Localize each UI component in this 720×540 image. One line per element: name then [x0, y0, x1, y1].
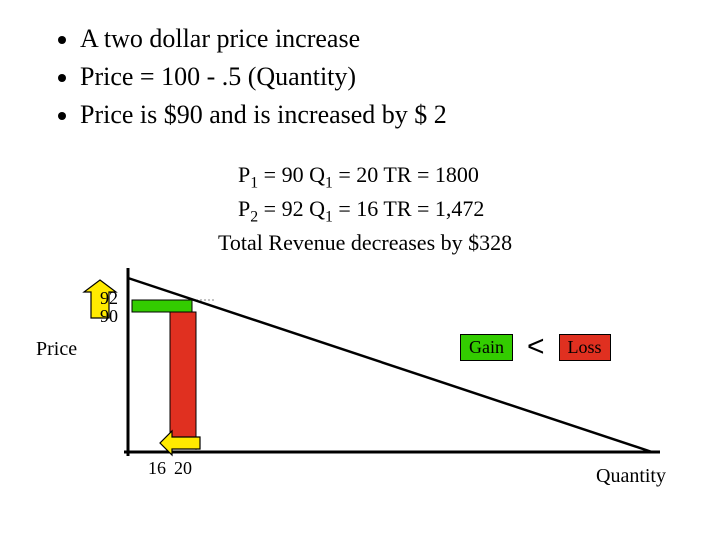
equation-line-1: P1 = 90 Q1 = 20 TR = 1800 — [238, 160, 512, 194]
eq-p1: P — [238, 162, 250, 187]
legend-lt: < — [527, 330, 545, 364]
bullet-list: A two dollar price increase Price = 100 … — [80, 24, 447, 138]
eq-p2: P — [238, 196, 250, 221]
legend-gain: Gain — [460, 334, 513, 361]
eq-tr2: = 16 TR = 1,472 — [333, 196, 485, 221]
eq-p2-sub: 2 — [250, 208, 258, 225]
eq-tr1: = 20 TR = 1800 — [333, 162, 479, 187]
eq-q1-sub: 1 — [325, 174, 333, 191]
bullet-item: Price is $90 and is increased by $ 2 — [80, 100, 447, 130]
legend-loss: Loss — [559, 334, 611, 361]
legend: Gain < Loss — [460, 330, 611, 364]
equation-line-2: P2 = 92 Q1 = 16 TR = 1,472 — [238, 194, 512, 228]
x-axis-label: Quantity — [596, 465, 666, 488]
y-axis-label: Price — [36, 338, 77, 361]
chart-svg — [40, 260, 680, 488]
eq-p1-sub: 1 — [250, 174, 258, 191]
eq-q2: = 92 Q — [258, 196, 325, 221]
y-tick-90: 90 — [100, 306, 118, 327]
bullet-item: Price = 100 - .5 (Quantity) — [80, 62, 447, 92]
x-tick-16: 16 — [148, 458, 166, 479]
demand-chart: Price Quantity 92 90 16 20 Gain < Loss — [40, 260, 680, 520]
equations-block: P1 = 90 Q1 = 20 TR = 1800 P2 = 92 Q1 = 1… — [238, 160, 512, 257]
eq-q1: = 90 Q — [258, 162, 325, 187]
x-tick-20: 20 — [174, 458, 192, 479]
eq-q2-sub: 1 — [325, 208, 333, 225]
bullet-item: A two dollar price increase — [80, 24, 447, 54]
equation-line-3: Total Revenue decreases by $328 — [218, 228, 512, 258]
